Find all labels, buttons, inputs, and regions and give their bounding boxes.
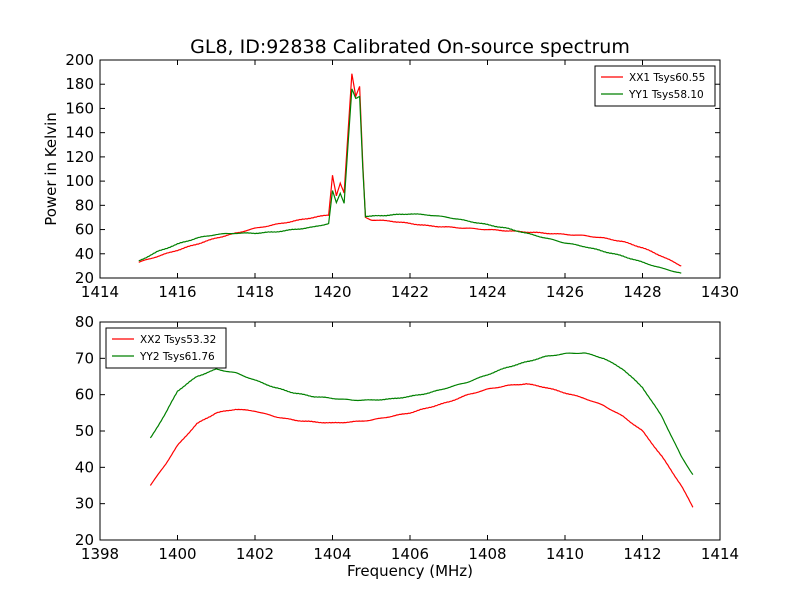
x-tick-label: 1416 bbox=[158, 283, 196, 301]
series-line-xx1 bbox=[138, 73, 682, 267]
y-tick-label: 80 bbox=[75, 313, 94, 331]
y-tick-label: 60 bbox=[75, 221, 94, 239]
x-tick-label: 1412 bbox=[623, 545, 661, 563]
y-tick-label: 40 bbox=[75, 245, 94, 263]
x-tick-label: 1420 bbox=[313, 283, 351, 301]
y-tick-label: 140 bbox=[65, 124, 94, 142]
x-tick-label: 1400 bbox=[158, 545, 196, 563]
subplot-1: 1414 1416 1418 1420 1422 1424 1426 1428 1430 20 40… bbox=[65, 51, 739, 301]
x-tick-label: 1418 bbox=[236, 283, 274, 301]
x-tick-label: 1422 bbox=[391, 283, 429, 301]
x-tick-label: 1414 bbox=[81, 283, 119, 301]
x-tick-label: 1414 bbox=[701, 545, 739, 563]
legend-box bbox=[594, 65, 716, 107]
series-line-yy2 bbox=[149, 352, 694, 475]
x-tick-label: 1424 bbox=[468, 283, 506, 301]
x-tick-label: 1408 bbox=[468, 545, 506, 563]
y-tick-label: 180 bbox=[65, 75, 94, 93]
x-axis-label: Frequency (MHz) bbox=[347, 562, 473, 580]
y-tick-label: 100 bbox=[65, 172, 94, 190]
series-line-yy1 bbox=[138, 88, 682, 274]
x-tick-label: 1406 bbox=[391, 545, 429, 563]
series-line-xx2 bbox=[149, 382, 694, 508]
x-tick-label: 1426 bbox=[546, 283, 584, 301]
legend: XX1 Tsys60.55 YY1 Tsys58.10 bbox=[594, 65, 716, 107]
y-tick-label: 120 bbox=[65, 148, 94, 166]
x-tick-label: 1430 bbox=[701, 283, 739, 301]
y-tick-label: 80 bbox=[75, 196, 94, 214]
legend: XX2 Tsys53.32 YY2 Tsys61.76 bbox=[105, 327, 227, 369]
y-tick-label: 40 bbox=[75, 458, 94, 476]
x-tick-label: 1398 bbox=[81, 545, 119, 563]
y-tick-label: 160 bbox=[65, 99, 94, 117]
y-tick-label: 50 bbox=[75, 422, 94, 440]
y-tick-label: 60 bbox=[75, 386, 94, 404]
subplot-2: 1398 1400 1402 1404 1406 1408 1410 1412 1414 20 30… bbox=[75, 313, 739, 563]
legend-label: XX1 Tsys60.55 bbox=[629, 72, 705, 84]
legend-label: YY1 Tsys58.10 bbox=[628, 89, 704, 101]
y-axis-label: Power in Kelvin bbox=[42, 112, 60, 226]
x-tick-label: 1404 bbox=[313, 545, 351, 563]
y-tick-label: 70 bbox=[75, 349, 94, 367]
y-tick-label: 200 bbox=[65, 51, 94, 69]
x-tick-label: 1428 bbox=[623, 283, 661, 301]
x-tick-label: 1410 bbox=[546, 545, 584, 563]
legend-box bbox=[105, 327, 227, 369]
legend-label: YY2 Tsys61.76 bbox=[139, 351, 215, 363]
y-tick-label: 20 bbox=[75, 531, 94, 549]
x-tick-label: 1402 bbox=[236, 545, 274, 563]
legend-label: XX2 Tsys53.32 bbox=[140, 334, 216, 346]
y-tick-label: 30 bbox=[75, 495, 94, 513]
y-tick-label: 20 bbox=[75, 269, 94, 287]
figure-title: GL8, ID:92838 Calibrated On-source spect… bbox=[190, 36, 630, 58]
